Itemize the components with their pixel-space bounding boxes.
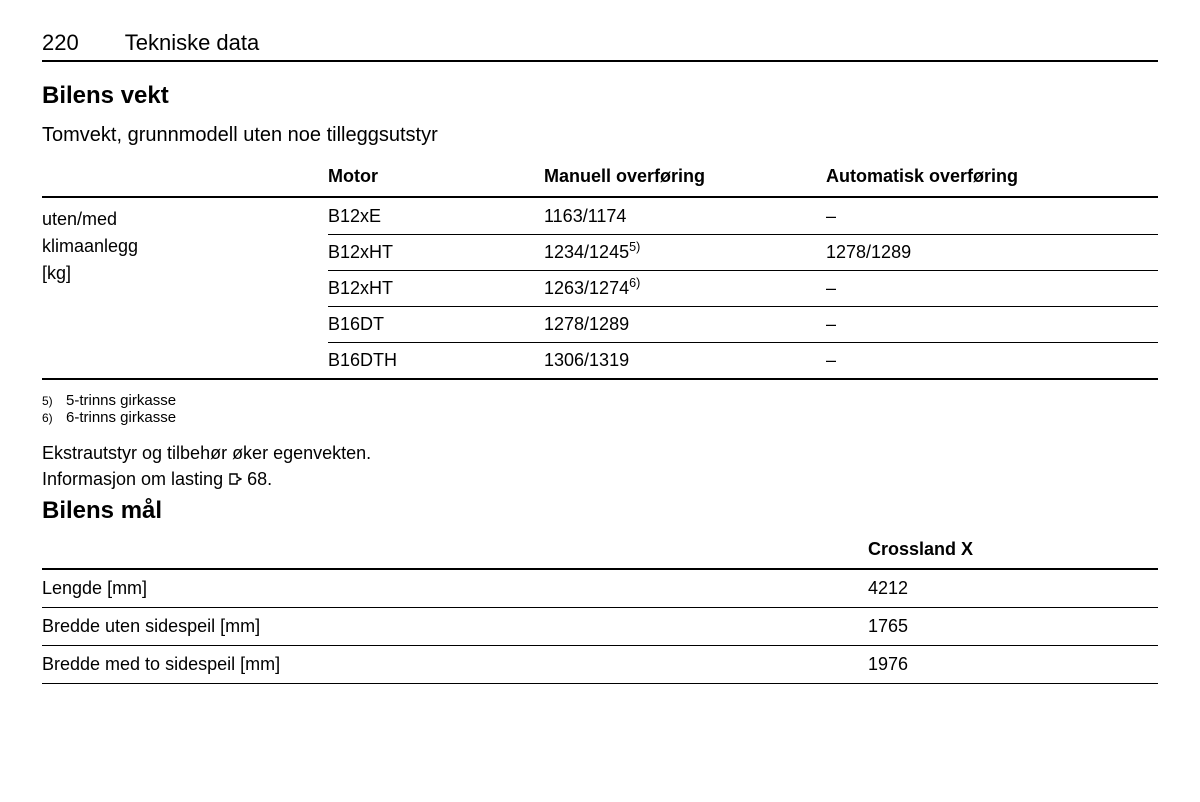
cell-motor: B16DTH [328, 350, 544, 371]
weight-side-line: klimaanlegg [42, 233, 328, 260]
cell-value: 4212 [868, 578, 1158, 599]
table-row: B12xHT1263/12746)– [328, 271, 1158, 307]
note-info-ref: 68. [247, 469, 272, 489]
page-number: 220 [42, 30, 79, 62]
note-info: Informasjon om lasting 68. [42, 466, 1158, 493]
footnote-text: 6-trinns girkasse [66, 409, 176, 426]
weight-side-label: uten/med klimaanlegg [kg] [42, 206, 328, 378]
cell-motor: B16DT [328, 314, 544, 335]
footnote-ref: 6) [629, 276, 640, 290]
cell-auto: – [826, 278, 1158, 299]
chapter-title: Tekniske data [125, 30, 260, 56]
cell-motor: B12xHT [328, 242, 544, 263]
cell-auto: – [826, 314, 1158, 335]
table-row: Lengde [mm]4212 [42, 570, 1158, 608]
weight-side-line: uten/med [42, 206, 328, 233]
weight-rows: B12xE1163/1174–B12xHT1234/12455)1278/128… [328, 206, 1158, 378]
dim-header-model: Crossland X [868, 539, 1158, 560]
note-info-prefix: Informasjon om lasting [42, 469, 228, 489]
cell-manual: 1306/1319 [544, 350, 826, 371]
table-row: Bredde uten sidespeil [mm]1765 [42, 608, 1158, 646]
table-row: B16DTH1306/1319– [328, 343, 1158, 378]
section-weight-subtitle: Tomvekt, grunnmodell uten noe tilleggsut… [42, 124, 1158, 147]
cell-manual: 1234/12455) [544, 242, 826, 263]
section-weight-title: Bilens vekt [42, 82, 1158, 110]
footnote: 5)5-trinns girkasse [42, 392, 1158, 409]
footnote-ref: 5) [629, 240, 640, 254]
weight-header-motor: Motor [328, 165, 544, 188]
cell-manual: 1163/1174 [544, 206, 826, 227]
section-dimensions-title: Bilens mål [42, 497, 1158, 525]
cell-value: 1976 [868, 654, 1158, 675]
cell-auto: – [826, 350, 1158, 371]
weight-header-auto: Automatisk overføring [826, 165, 1158, 188]
dimensions-rows: Lengde [mm]4212Bredde uten sidespeil [mm… [42, 570, 1158, 684]
cell-auto: – [826, 206, 1158, 227]
table-row: Bredde med to sidespeil [mm]1976 [42, 646, 1158, 684]
cell-label: Lengde [mm] [42, 578, 868, 599]
cell-manual: 1263/12746) [544, 278, 826, 299]
footnote-num: 6) [42, 411, 66, 425]
weight-table: Motor Manuell overføring Automatisk over… [42, 165, 1158, 380]
weight-side-line: [kg] [42, 260, 328, 287]
cell-label: Bredde med to sidespeil [mm] [42, 654, 868, 675]
page-ref-icon [228, 467, 242, 493]
footnote: 6)6-trinns girkasse [42, 409, 1158, 426]
weight-table-body: uten/med klimaanlegg [kg] B12xE1163/1174… [42, 198, 1158, 380]
table-row: B16DT1278/1289– [328, 307, 1158, 343]
footnote-text: 5-trinns girkasse [66, 392, 176, 409]
table-row: B12xHT1234/12455)1278/1289 [328, 235, 1158, 271]
table-row: B12xE1163/1174– [328, 206, 1158, 235]
dim-header-empty [42, 539, 868, 560]
cell-motor: B12xHT [328, 278, 544, 299]
dimensions-table: Crossland X Lengde [mm]4212Bredde uten s… [42, 539, 1158, 684]
cell-manual: 1278/1289 [544, 314, 826, 335]
page-header: 220 Tekniske data [42, 30, 1158, 62]
footnotes: 5)5-trinns girkasse6)6-trinns girkasse [42, 392, 1158, 426]
weight-table-header: Motor Manuell overføring Automatisk over… [42, 165, 1158, 198]
cell-value: 1765 [868, 616, 1158, 637]
dimensions-table-header: Crossland X [42, 539, 1158, 570]
notes: Ekstrautstyr og tilbehør øker egenvekten… [42, 440, 1158, 493]
weight-header-side [42, 165, 328, 188]
cell-motor: B12xE [328, 206, 544, 227]
footnote-num: 5) [42, 394, 66, 408]
cell-auto: 1278/1289 [826, 242, 1158, 263]
weight-header-manual: Manuell overføring [544, 165, 826, 188]
cell-label: Bredde uten sidespeil [mm] [42, 616, 868, 637]
note-extra: Ekstrautstyr og tilbehør øker egenvekten… [42, 440, 1158, 466]
